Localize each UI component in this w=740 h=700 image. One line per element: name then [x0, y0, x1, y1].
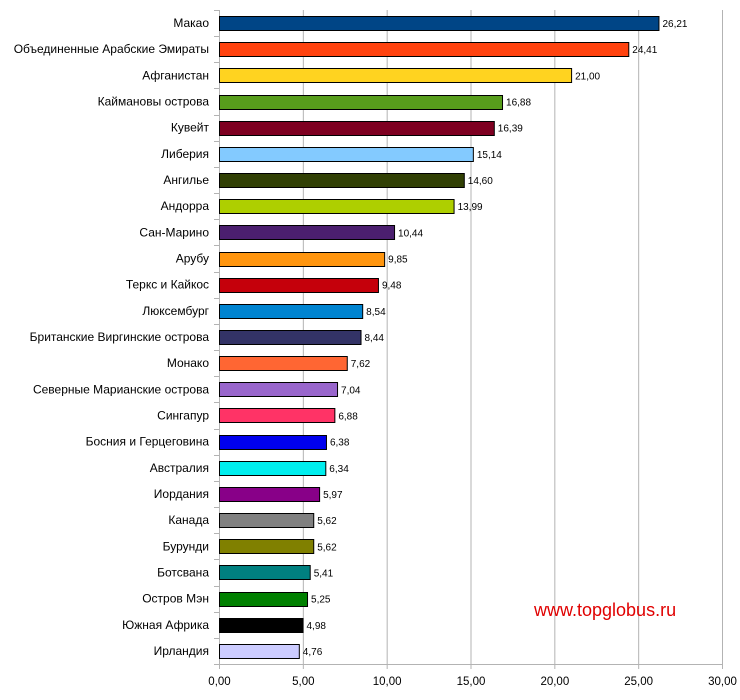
value-label-1: 24,41	[632, 45, 657, 56]
value-label-19: 5,62	[317, 516, 337, 527]
category-label-18: Иордания	[154, 487, 209, 501]
bar-2	[219, 68, 573, 83]
bar-23	[219, 618, 304, 633]
category-label-0: Макао	[173, 16, 209, 30]
category-label-8: Сан-Марино	[139, 225, 209, 239]
category-label-3: Каймановы острова	[98, 95, 210, 109]
category-label-2: Афганистан	[142, 68, 209, 82]
value-label-23: 4,98	[306, 621, 326, 632]
category-label-20: Бурунди	[163, 539, 209, 553]
value-label-0: 26,21	[662, 19, 687, 30]
value-label-24: 4,76	[303, 647, 323, 658]
bar-14	[219, 382, 339, 397]
category-label-23: Южная Африка	[122, 618, 209, 632]
bar-10	[219, 278, 379, 293]
x-tick-label-6: 30,00	[708, 676, 737, 688]
bar-7	[219, 199, 455, 214]
value-label-5: 15,14	[477, 150, 502, 161]
category-label-19: Канада	[168, 513, 209, 527]
value-label-16: 6,38	[330, 438, 350, 449]
category-label-16: Босния и Герцеговина	[86, 435, 210, 449]
bar-15	[219, 408, 336, 423]
value-label-10: 9,48	[382, 281, 402, 292]
value-label-9: 9,85	[388, 255, 408, 266]
category-label-6: Ангилье	[163, 173, 209, 187]
x-tick-label-3: 15,00	[457, 676, 486, 688]
bar-1	[219, 42, 630, 57]
bar-22	[219, 592, 309, 607]
category-label-12: Британские Виргинские острова	[30, 330, 210, 344]
bar-9	[219, 252, 386, 267]
bar-12	[219, 330, 362, 345]
watermark: www.topglobus.ru	[534, 600, 677, 620]
bar-19	[219, 513, 315, 528]
bar-0	[219, 16, 660, 31]
bar-5	[219, 147, 474, 162]
category-label-15: Сингапур	[157, 408, 209, 422]
bar-20	[219, 539, 315, 554]
value-label-18: 5,97	[323, 490, 343, 501]
bar-11	[219, 304, 364, 319]
category-label-4: Кувейт	[171, 121, 210, 135]
value-label-2: 21,00	[575, 71, 600, 82]
value-label-14: 7,04	[341, 385, 361, 396]
category-label-14: Северные Марианские острова	[33, 382, 209, 396]
bar-24	[219, 644, 300, 659]
value-label-15: 6,88	[338, 411, 358, 422]
x-tick-label-0: 0,00	[208, 676, 230, 688]
category-label-21: Ботсвана	[157, 565, 209, 579]
value-label-7: 13,99	[458, 202, 483, 213]
value-label-20: 5,62	[317, 542, 337, 553]
category-label-24: Ирландия	[154, 644, 209, 658]
category-label-17: Австралия	[150, 461, 209, 475]
value-label-13: 7,62	[351, 359, 371, 370]
category-label-9: Арубу	[176, 252, 209, 266]
value-label-12: 8,44	[365, 333, 385, 344]
value-label-11: 8,54	[366, 307, 386, 318]
value-label-17: 6,34	[329, 464, 349, 475]
value-label-21: 5,41	[314, 568, 334, 579]
category-label-22: Остров Мэн	[142, 592, 209, 606]
value-label-4: 16,39	[498, 124, 523, 135]
category-label-5: Либерия	[161, 147, 209, 161]
value-label-3: 16,88	[506, 98, 531, 109]
bar-21	[219, 565, 311, 580]
category-label-7: Андорра	[161, 199, 210, 213]
bar-3	[219, 95, 504, 110]
bar-13	[219, 356, 348, 371]
value-label-6: 14,60	[468, 176, 493, 187]
x-tick-label-5: 25,00	[624, 676, 653, 688]
x-tick-label-1: 5,00	[292, 676, 314, 688]
category-label-13: Монако	[167, 356, 209, 370]
category-label-11: Люксембург	[142, 304, 209, 318]
bar-4	[219, 121, 495, 136]
bar-6	[219, 173, 465, 188]
x-tick-label-4: 20,00	[540, 676, 569, 688]
bar-18	[219, 487, 321, 502]
value-label-22: 5,25	[311, 595, 331, 606]
value-label-8: 10,44	[398, 228, 423, 239]
bar-8	[219, 225, 396, 240]
category-label-10: Теркс и Кайкос	[126, 278, 209, 292]
bar-17	[219, 461, 327, 476]
bar-16	[219, 435, 327, 450]
category-label-1: Объединенные Арабские Эмираты	[14, 42, 209, 56]
x-tick-label-2: 10,00	[373, 676, 402, 688]
